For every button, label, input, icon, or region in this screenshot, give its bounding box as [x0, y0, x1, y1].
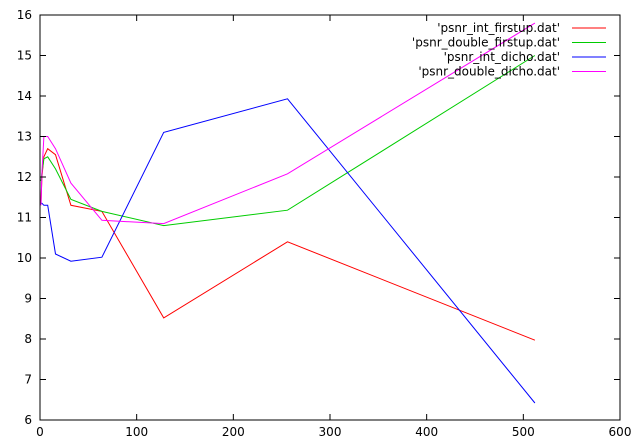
x-tick-label: 600 [609, 425, 632, 439]
x-tick-label: 400 [415, 425, 438, 439]
plot-series-group [40, 22, 536, 404]
legend: 'psnr_int_firstup.dat''psnr_double_first… [412, 21, 606, 79]
x-tick-label: 500 [512, 425, 535, 439]
legend-label-0: 'psnr_int_firstup.dat' [437, 21, 560, 35]
y-tick-label: 14 [17, 89, 32, 103]
x-tick-label: 300 [319, 425, 342, 439]
legend-label-1: 'psnr_double_firstup.dat' [412, 36, 560, 50]
series-line-2 [41, 98, 536, 404]
x-tick-label: 0 [36, 425, 44, 439]
plot-frame [39, 14, 621, 421]
y-tick-label: 6 [24, 413, 32, 427]
legend-label-2: 'psnr_int_dicho.dat' [444, 50, 560, 64]
legend-label-3: 'psnr_double_dicho.dat' [418, 65, 560, 79]
x-tick-label: 100 [125, 425, 148, 439]
series-line-1 [40, 55, 536, 227]
y-tick-label: 15 [17, 49, 32, 63]
y-tick-label: 7 [24, 373, 32, 387]
y-tick-label: 8 [24, 332, 32, 346]
y-tick-label: 9 [24, 292, 32, 306]
series-line-3 [40, 22, 536, 225]
y-tick-label: 11 [17, 211, 32, 225]
y-tick-label: 12 [17, 170, 32, 184]
y-tick-label: 10 [17, 251, 32, 265]
y-tick-label: 13 [17, 130, 32, 144]
y-tick-label: 16 [17, 8, 32, 22]
x-tick-label: 200 [222, 425, 245, 439]
